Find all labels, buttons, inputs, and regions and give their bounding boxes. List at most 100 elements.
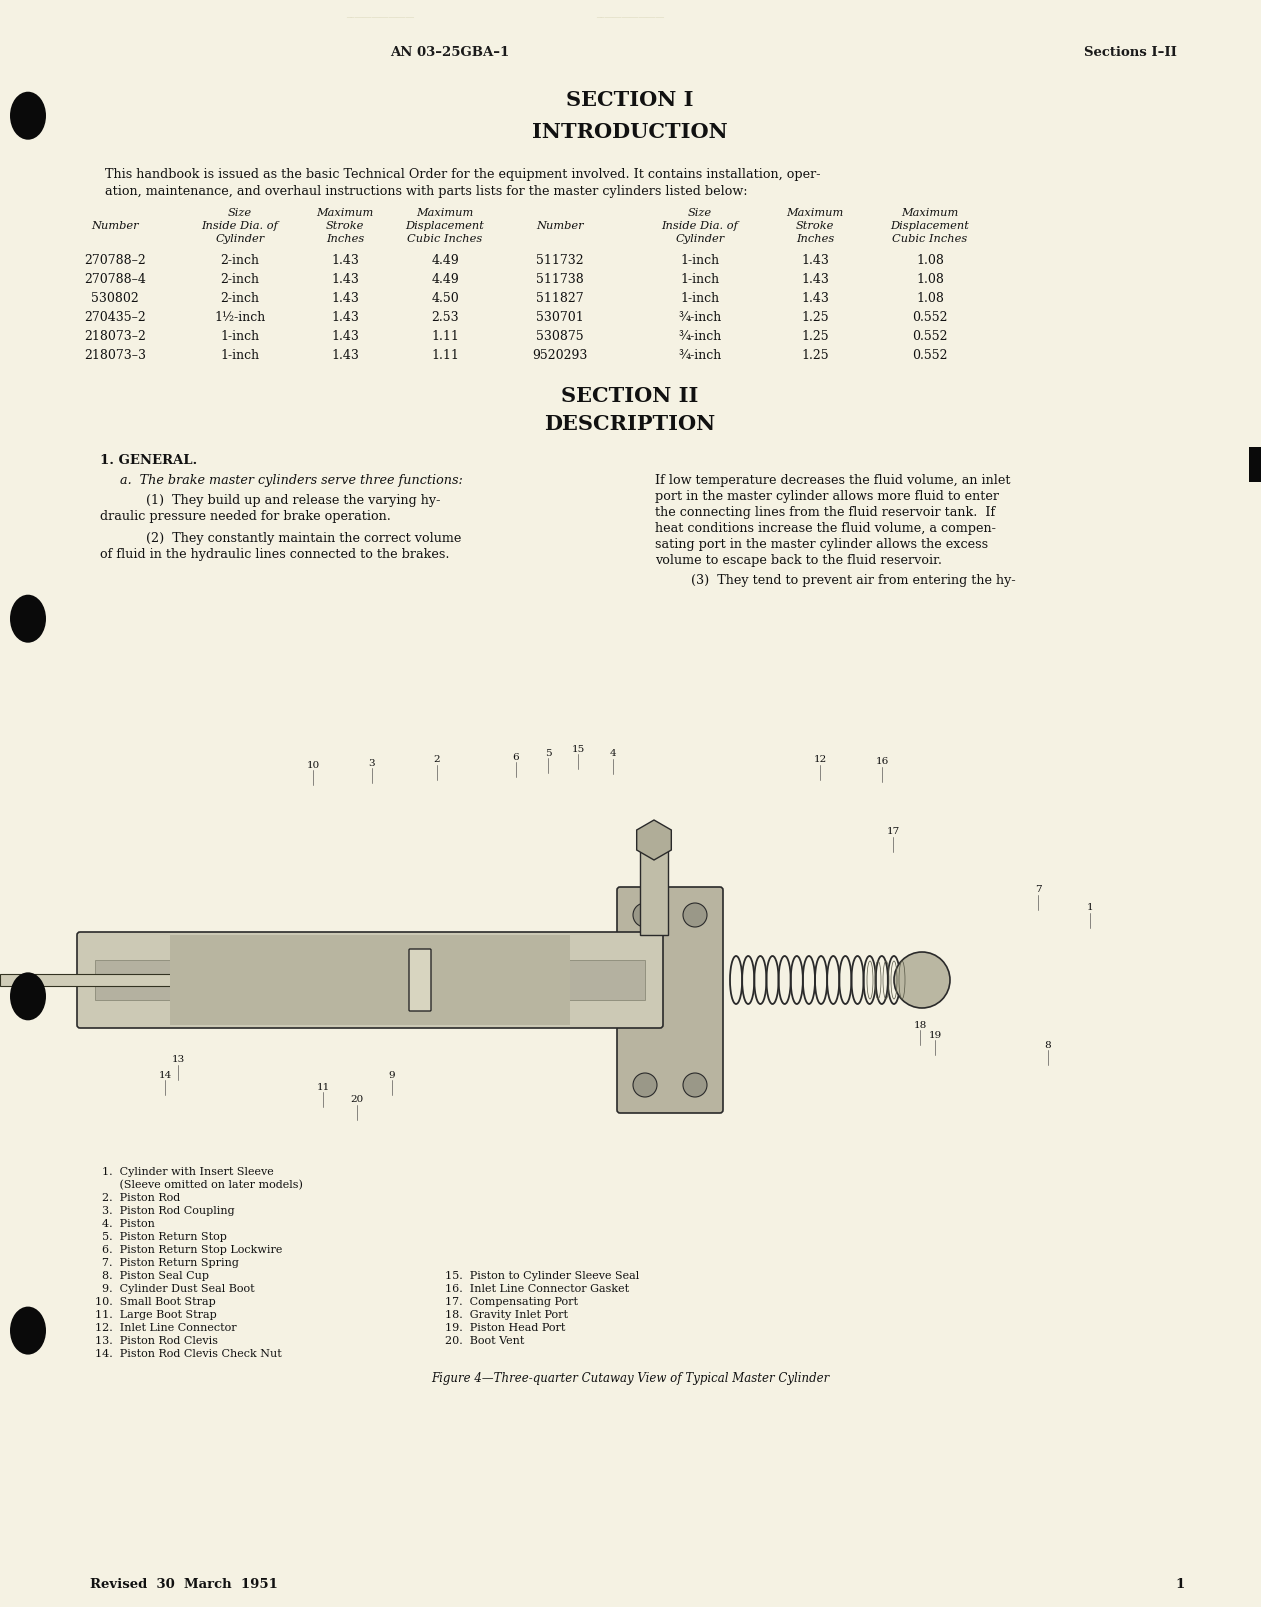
Text: 11.  Large Boot Strap: 11. Large Boot Strap	[95, 1310, 217, 1319]
Text: 14: 14	[159, 1070, 171, 1080]
Text: 270435–2: 270435–2	[84, 312, 146, 325]
Text: draulic pressure needed for brake operation.: draulic pressure needed for brake operat…	[100, 509, 391, 522]
Text: port in the master cylinder allows more fluid to enter: port in the master cylinder allows more …	[654, 490, 999, 503]
Text: 1.25: 1.25	[801, 312, 828, 325]
Text: 1: 1	[1175, 1578, 1185, 1591]
Text: 6: 6	[513, 752, 520, 762]
Text: 15: 15	[571, 744, 585, 754]
Circle shape	[894, 951, 950, 1008]
Text: Displacement: Displacement	[890, 222, 970, 231]
Circle shape	[683, 903, 707, 927]
Text: 1.11: 1.11	[431, 329, 459, 342]
Text: 19.  Piston Head Port: 19. Piston Head Port	[445, 1323, 565, 1332]
Text: Number: Number	[536, 222, 584, 231]
Text: Displacement: Displacement	[406, 222, 484, 231]
Text: 530875: 530875	[536, 329, 584, 342]
Text: 1-inch: 1-inch	[221, 329, 260, 342]
Ellipse shape	[10, 1306, 45, 1355]
Text: 2: 2	[434, 755, 440, 765]
Text: 1-inch: 1-inch	[681, 273, 720, 286]
Text: 7.  Piston Return Spring: 7. Piston Return Spring	[95, 1258, 238, 1268]
Bar	[641, 850, 668, 935]
Text: ation, maintenance, and overhaul instructions with parts lists for the master cy: ation, maintenance, and overhaul instruc…	[105, 185, 748, 198]
Text: 2-inch: 2-inch	[221, 273, 260, 286]
Text: 530802: 530802	[91, 292, 139, 305]
Text: 1.  Cylinder with Insert Sleeve: 1. Cylinder with Insert Sleeve	[95, 1167, 274, 1176]
Text: 4.  Piston: 4. Piston	[95, 1220, 155, 1229]
Text: ¾-inch: ¾-inch	[678, 349, 721, 362]
Text: ________________: ________________	[596, 10, 665, 19]
Text: This handbook is issued as the basic Technical Order for the equipment involved.: This handbook is issued as the basic Tec…	[105, 169, 821, 182]
Text: 4: 4	[609, 749, 617, 759]
Bar	[95, 959, 644, 1000]
Text: 13: 13	[171, 1056, 184, 1064]
Text: 270788–2: 270788–2	[84, 254, 146, 267]
Text: heat conditions increase the fluid volume, a compen-: heat conditions increase the fluid volum…	[654, 522, 996, 535]
Text: (1)  They build up and release the varying hy-: (1) They build up and release the varyin…	[130, 493, 440, 506]
Text: 20.  Boot Vent: 20. Boot Vent	[445, 1335, 525, 1347]
Text: 1.43: 1.43	[332, 273, 359, 286]
Text: 1-inch: 1-inch	[681, 292, 720, 305]
Text: Maximum: Maximum	[317, 207, 373, 219]
Text: 0.552: 0.552	[912, 312, 948, 325]
Text: Stroke: Stroke	[796, 222, 835, 231]
Text: 0.552: 0.552	[912, 329, 948, 342]
Text: (2)  They constantly maintain the correct volume: (2) They constantly maintain the correct…	[130, 532, 462, 545]
Text: 20: 20	[351, 1096, 363, 1104]
Text: 17: 17	[886, 828, 899, 837]
Text: Revised  30  March  1951: Revised 30 March 1951	[90, 1578, 277, 1591]
Text: 10.  Small Boot Strap: 10. Small Boot Strap	[95, 1297, 216, 1306]
Text: 1.43: 1.43	[332, 292, 359, 305]
Text: volume to escape back to the fluid reservoir.: volume to escape back to the fluid reser…	[654, 554, 942, 567]
Text: 1: 1	[1087, 903, 1093, 913]
Text: 3.  Piston Rod Coupling: 3. Piston Rod Coupling	[95, 1205, 235, 1216]
Text: 7: 7	[1035, 885, 1042, 895]
Text: 1.11: 1.11	[431, 349, 459, 362]
Text: 10: 10	[306, 760, 319, 770]
Text: DESCRIPTION: DESCRIPTION	[545, 415, 716, 434]
Text: 16.  Inlet Line Connector Gasket: 16. Inlet Line Connector Gasket	[445, 1284, 629, 1294]
Text: 1½-inch: 1½-inch	[214, 312, 266, 325]
Polygon shape	[637, 820, 671, 860]
Text: Size: Size	[689, 207, 712, 219]
Text: 18: 18	[913, 1020, 927, 1030]
Text: Cubic Inches: Cubic Inches	[407, 235, 483, 244]
Text: If low temperature decreases the fluid volume, an inlet: If low temperature decreases the fluid v…	[654, 474, 1010, 487]
Text: INTRODUCTION: INTRODUCTION	[532, 122, 728, 141]
Text: 18.  Gravity Inlet Port: 18. Gravity Inlet Port	[445, 1310, 567, 1319]
Text: 511732: 511732	[536, 254, 584, 267]
Text: Inside Dia. of: Inside Dia. of	[662, 222, 739, 231]
Text: 17.  Compensating Port: 17. Compensating Port	[445, 1297, 578, 1306]
Text: Inches: Inches	[796, 235, 834, 244]
Text: (Sleeve omitted on later models): (Sleeve omitted on later models)	[95, 1180, 303, 1191]
Text: 1.43: 1.43	[332, 349, 359, 362]
Text: Maximum: Maximum	[902, 207, 958, 219]
Bar	[1248, 447, 1261, 482]
Text: 9: 9	[388, 1070, 395, 1080]
Text: 0.552: 0.552	[912, 349, 948, 362]
Text: of fluid in the hydraulic lines connected to the brakes.: of fluid in the hydraulic lines connecte…	[100, 548, 449, 561]
Text: 15.  Piston to Cylinder Sleeve Seal: 15. Piston to Cylinder Sleeve Seal	[445, 1271, 639, 1281]
Text: 6.  Piston Return Stop Lockwire: 6. Piston Return Stop Lockwire	[95, 1245, 282, 1255]
FancyBboxPatch shape	[409, 950, 431, 1011]
Text: 12: 12	[813, 755, 827, 765]
Text: 5: 5	[545, 749, 551, 757]
Text: 8.  Piston Seal Cup: 8. Piston Seal Cup	[95, 1271, 209, 1281]
Text: Inside Dia. of: Inside Dia. of	[202, 222, 279, 231]
Text: 511827: 511827	[536, 292, 584, 305]
Text: SECTION II: SECTION II	[561, 386, 699, 407]
Text: 1.25: 1.25	[801, 349, 828, 362]
Text: the connecting lines from the fluid reservoir tank.  If: the connecting lines from the fluid rese…	[654, 506, 995, 519]
Text: 12.  Inlet Line Connector: 12. Inlet Line Connector	[95, 1323, 237, 1332]
Text: 2-inch: 2-inch	[221, 254, 260, 267]
Text: SECTION I: SECTION I	[566, 90, 694, 109]
Ellipse shape	[10, 92, 45, 140]
Text: 1.43: 1.43	[801, 254, 828, 267]
Text: Figure 4—Three-quarter Cutaway View of Typical Master Cylinder: Figure 4—Three-quarter Cutaway View of T…	[431, 1372, 830, 1385]
Text: 1-inch: 1-inch	[221, 349, 260, 362]
Text: 1.43: 1.43	[801, 273, 828, 286]
Circle shape	[633, 903, 657, 927]
Text: ¾-inch: ¾-inch	[678, 329, 721, 342]
Ellipse shape	[10, 595, 45, 643]
Text: 218073–3: 218073–3	[84, 349, 146, 362]
